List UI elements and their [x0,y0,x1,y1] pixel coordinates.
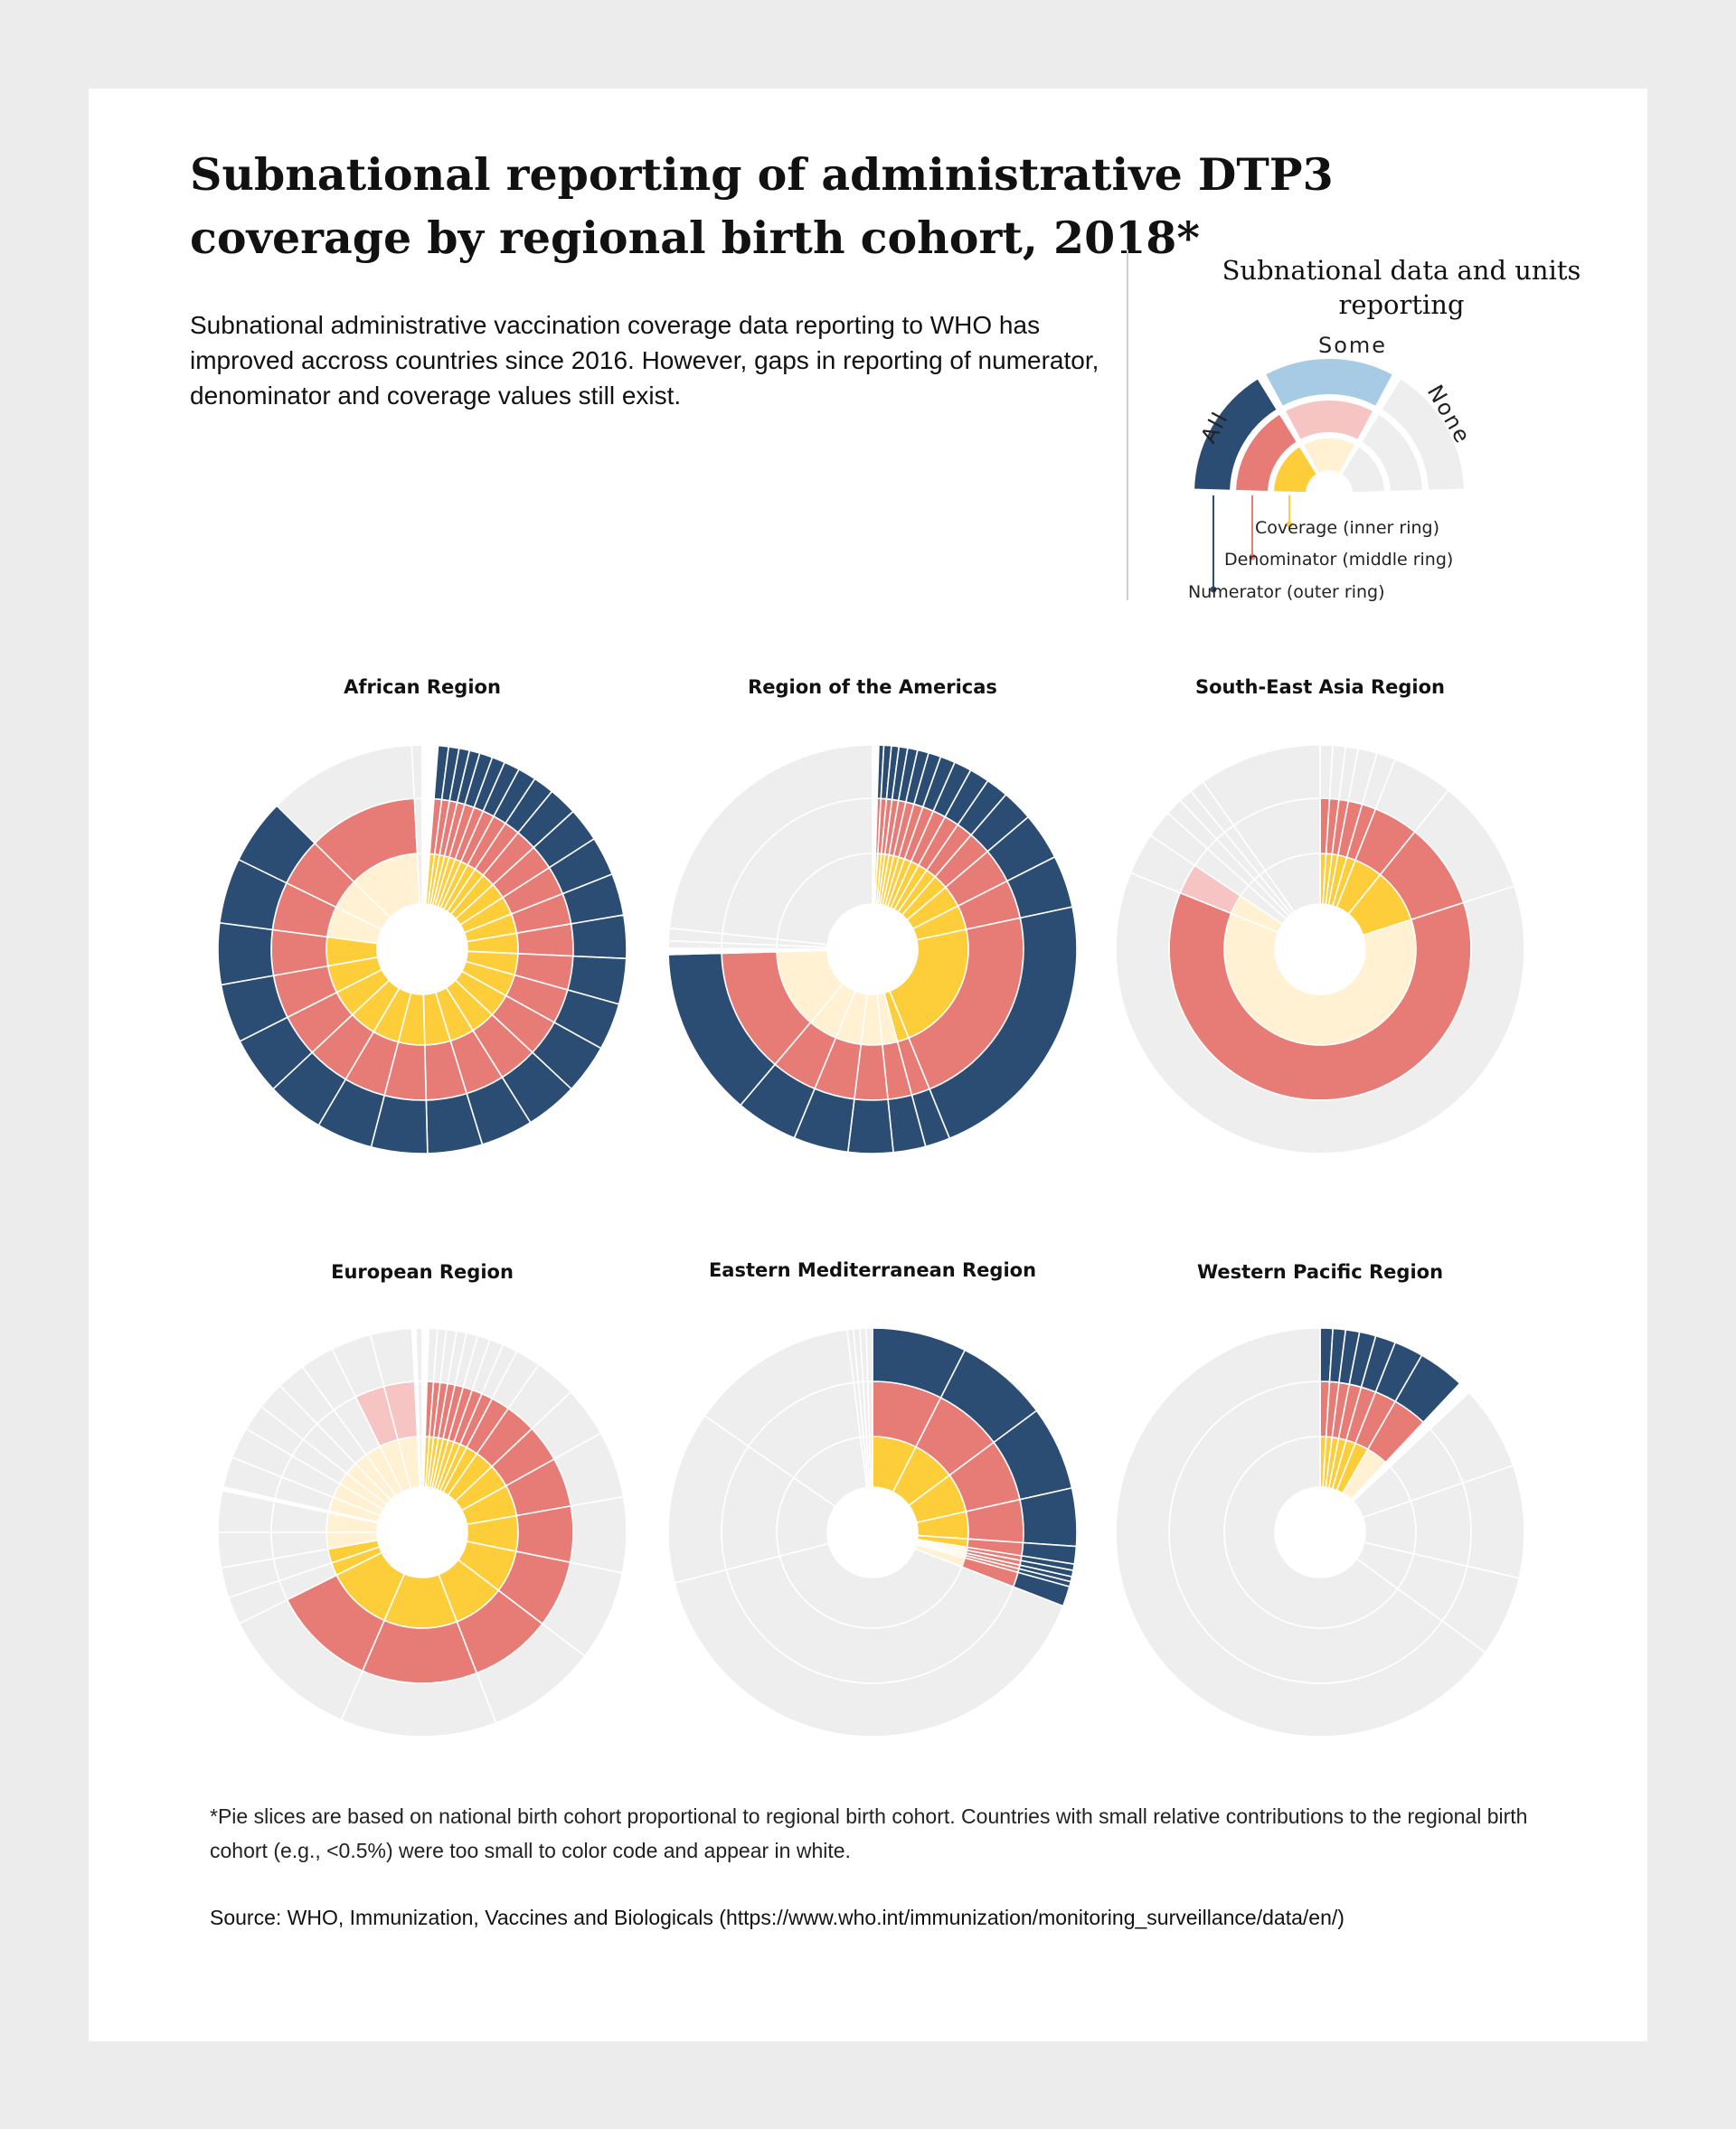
outer-ring-slice [668,744,873,935]
legend-middle-ring-segment [1234,412,1299,494]
source-note: Source: WHO, Immunization, Vaccines and … [210,1906,1344,1929]
legend-outer-ring-segment [1379,377,1466,492]
page-title: Subnational reporting of administrative … [190,148,1334,264]
outer-ring-slice [667,947,722,956]
outer-ring-slice [415,1327,423,1382]
legend-diagram: Some All None Coverage (inner ring) Deno… [1188,333,1476,602]
region-title-south-east-asia: South-East Asia Region [1194,676,1446,698]
outer-ring-slice [865,1327,873,1382]
legend-inner-ring-segment [1301,436,1357,476]
region-title-african: African Region [344,676,501,698]
chart-european-region [217,1327,627,1738]
outer-ring-slice [1202,744,1321,827]
chart-african-region [217,744,627,1154]
outer-ring-slice [846,1097,894,1154]
outer-ring-slice [569,1495,627,1574]
chart-region-of-the-americas [667,744,1078,1154]
outer-ring-slice [1461,1465,1525,1579]
region-title-european: European Region [331,1261,514,1283]
outer-ring-slice [410,744,423,800]
region-title-americas: Region of the Americas [748,676,997,698]
outer-ring-slice [1115,1327,1486,1738]
legend-divider [1127,250,1128,600]
legend-ring-outer: Numerator (outer ring) [1188,582,1385,602]
legend-inner-ring-segment [1339,444,1386,495]
legend-ring-middle: Denominator (middle ring) [1224,550,1453,570]
legend-outer-ring-segment [1193,377,1279,492]
legend-inner-ring-segment [1272,444,1319,495]
legend-pointer-dot [1249,553,1256,561]
legend-pointer-dot [1286,521,1293,528]
chart-eastern-mediterranean-region [667,1327,1078,1738]
outer-ring-slice [217,921,275,986]
outer-ring-slice [1115,871,1525,1154]
legend-title: Subnational data and units reporting [1222,255,1581,320]
legend-outer-ring-segment [1263,357,1395,409]
page-subtitle: Subnational administrative vaccination c… [190,311,1099,410]
legend-pointer-dot [1210,586,1217,593]
chart-western-pacific-region [1115,1327,1525,1738]
legend-middle-ring-segment [1283,399,1375,442]
legend-middle-ring-segment [1359,412,1424,494]
footnote: *Pie slices are based on national birth … [210,1804,1528,1862]
outer-ring-slice [674,1568,1064,1738]
legend-label-some: Some [1318,333,1387,358]
region-title-eastern-mediterranean: Eastern Mediterranean Region [708,1259,1037,1281]
chart-south-east-asia-region [1115,744,1525,1154]
region-title-western-pacific: Western Pacific Region [1196,1261,1444,1283]
legend-ring-inner: Coverage (inner ring) [1255,518,1439,538]
